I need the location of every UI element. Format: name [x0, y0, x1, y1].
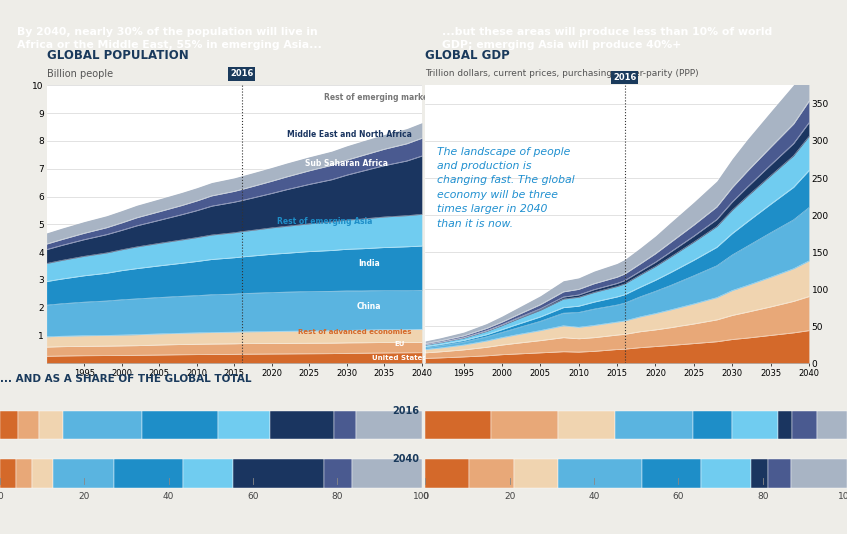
Bar: [53, 459, 113, 488]
Bar: [425, 411, 490, 439]
Bar: [768, 459, 791, 488]
Bar: [334, 411, 357, 439]
Bar: [469, 459, 514, 488]
Bar: [791, 459, 847, 488]
Text: 100: 100: [839, 492, 847, 501]
Bar: [218, 411, 269, 439]
Text: Trillion dollars, current prices, purchasing-power-parity (PPP): Trillion dollars, current prices, purcha…: [425, 69, 699, 78]
Bar: [64, 411, 142, 439]
Text: Rest of advanced economies: Rest of advanced economies: [297, 329, 411, 335]
Text: ...but these areas will produce less than 10% of world
GDP; emerging Asia will p: ...but these areas will produce less tha…: [442, 27, 772, 50]
Bar: [792, 411, 817, 439]
Text: China: China: [357, 302, 381, 311]
Bar: [18, 411, 39, 439]
Text: 2040: 2040: [392, 454, 419, 464]
Text: 0: 0: [0, 492, 3, 501]
Bar: [778, 411, 792, 439]
Bar: [184, 459, 233, 488]
Text: GLOBAL GDP: GLOBAL GDP: [425, 49, 510, 62]
Text: 2016: 2016: [392, 406, 419, 415]
Bar: [700, 459, 751, 488]
Text: ... AND AS A SHARE OF THE GLOBAL TOTAL: ... AND AS A SHARE OF THE GLOBAL TOTAL: [0, 374, 252, 384]
Bar: [0, 411, 18, 439]
Bar: [357, 411, 422, 439]
Text: 40: 40: [588, 492, 600, 501]
Text: Sub Saharan Africa: Sub Saharan Africa: [305, 159, 388, 168]
Bar: [352, 459, 422, 488]
Bar: [615, 411, 693, 439]
Bar: [732, 411, 778, 439]
Text: EU: EU: [394, 341, 405, 347]
Bar: [558, 459, 642, 488]
Text: 20: 20: [504, 492, 515, 501]
Bar: [269, 411, 334, 439]
Bar: [490, 411, 558, 439]
Text: 80: 80: [757, 492, 768, 501]
Bar: [32, 459, 53, 488]
Bar: [324, 459, 352, 488]
Text: 60: 60: [673, 492, 684, 501]
Bar: [817, 411, 847, 439]
Text: By 2040, nearly 30% of the population will live in
Africa or the Middle East, 55: By 2040, nearly 30% of the population wi…: [17, 27, 322, 50]
Bar: [514, 459, 558, 488]
Text: United States: United States: [372, 356, 427, 362]
Bar: [558, 411, 615, 439]
Text: 60: 60: [247, 492, 259, 501]
Text: Billion people: Billion people: [47, 69, 113, 79]
Bar: [751, 459, 768, 488]
Text: The landscape of people
and production is
changing fast. The global
economy will: The landscape of people and production i…: [437, 146, 574, 229]
Text: 2016: 2016: [613, 73, 636, 82]
Text: GLOBAL POPULATION: GLOBAL POPULATION: [47, 49, 188, 62]
Bar: [0, 459, 16, 488]
Text: Rest of emerging markets: Rest of emerging markets: [324, 93, 436, 103]
Bar: [233, 459, 324, 488]
Bar: [39, 411, 64, 439]
Text: Middle East and North Africa: Middle East and North Africa: [287, 130, 412, 138]
Text: Rest of emerging Asia: Rest of emerging Asia: [277, 217, 372, 226]
Bar: [113, 459, 184, 488]
Text: 0: 0: [423, 492, 428, 501]
Bar: [16, 459, 32, 488]
Bar: [693, 411, 732, 439]
Text: 2016: 2016: [230, 69, 253, 78]
Text: 40: 40: [163, 492, 174, 501]
Text: 100: 100: [413, 492, 430, 501]
Text: 80: 80: [332, 492, 343, 501]
Bar: [642, 459, 700, 488]
Bar: [142, 411, 218, 439]
Text: India: India: [358, 258, 380, 268]
Bar: [425, 459, 469, 488]
Text: 20: 20: [79, 492, 90, 501]
